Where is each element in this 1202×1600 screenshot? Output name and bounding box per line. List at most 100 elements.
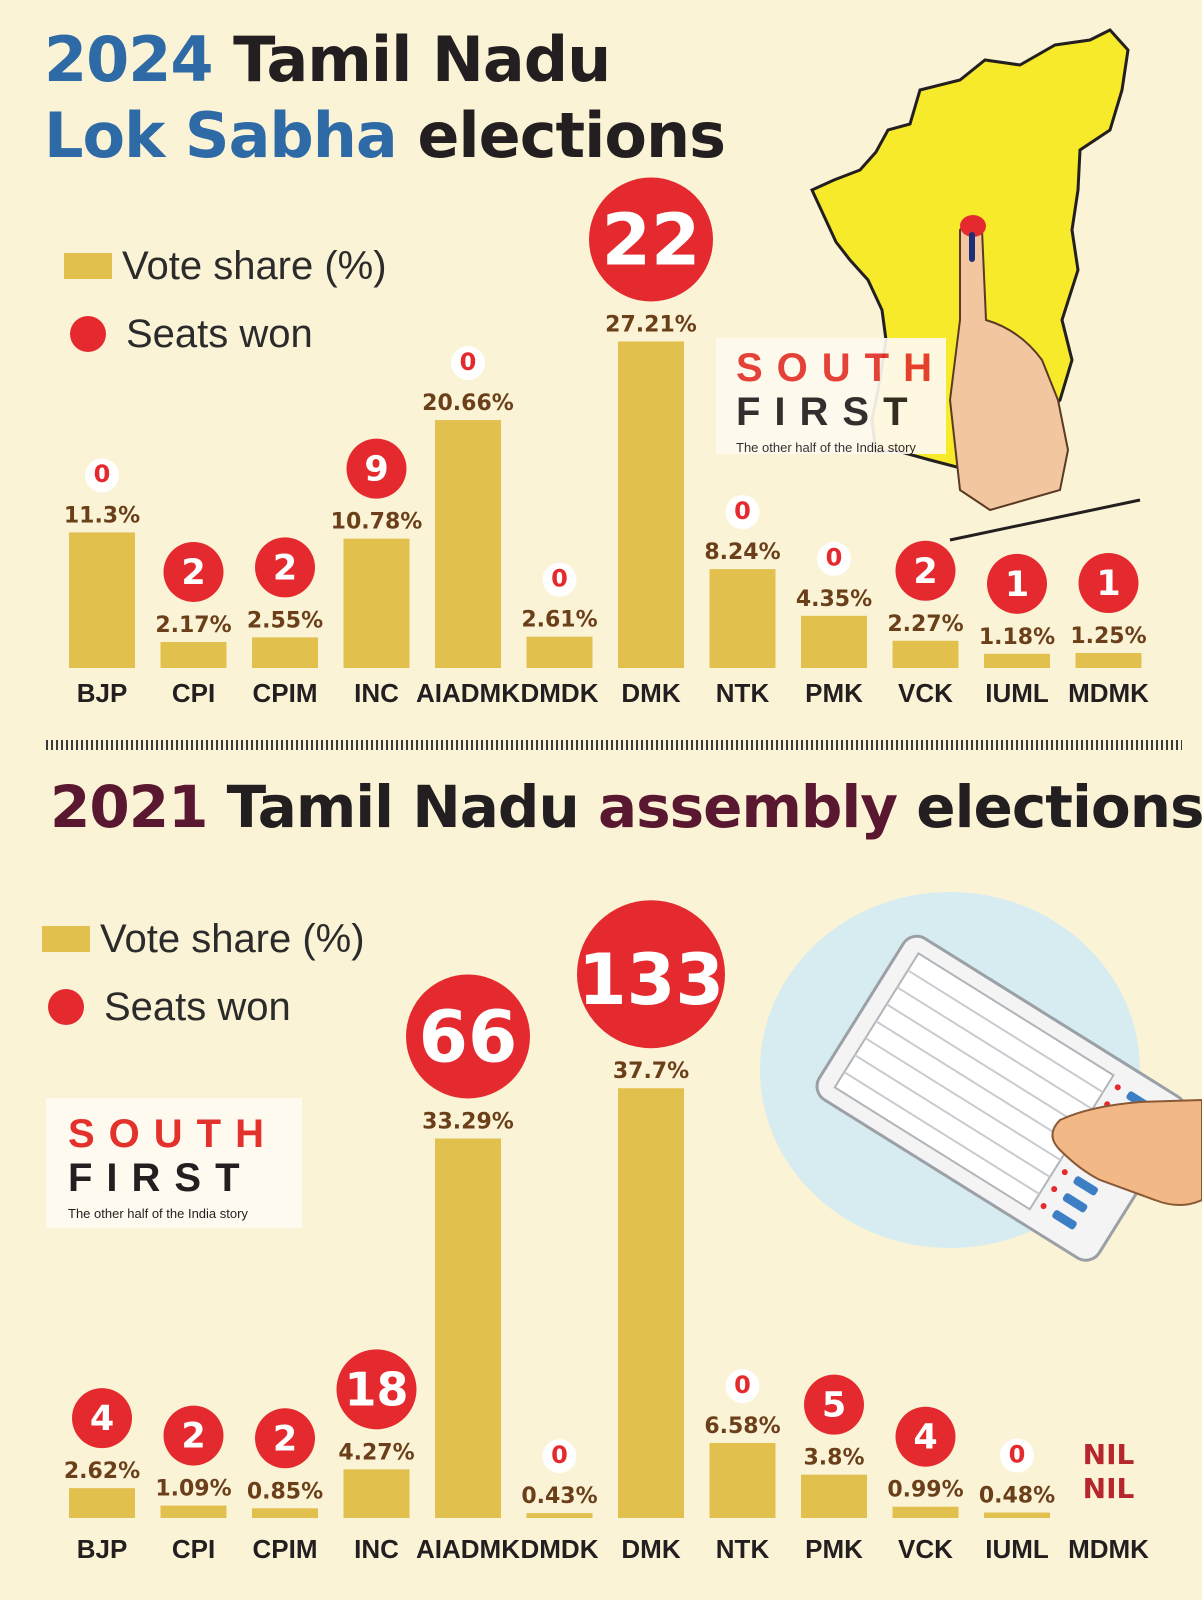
value-label: 0.48% bbox=[979, 1484, 1055, 1509]
bar bbox=[709, 1442, 776, 1518]
party-label: NTK bbox=[716, 678, 770, 708]
party-label: DMK bbox=[621, 678, 680, 708]
bar bbox=[343, 1469, 410, 1518]
party-label: IUML bbox=[985, 1534, 1049, 1564]
bar bbox=[435, 1138, 501, 1518]
bar bbox=[252, 637, 318, 668]
lok-sabha-title: 2024 Tamil Nadu Lok Sabha elections bbox=[44, 22, 726, 174]
bar bbox=[984, 1512, 1050, 1518]
value-label: 33.29% bbox=[422, 1109, 514, 1134]
logo-tagline: The other half of the India story bbox=[736, 440, 916, 455]
seat-value: 0 bbox=[94, 460, 111, 488]
seats-won-dot bbox=[48, 989, 84, 1025]
seat-circle bbox=[1000, 1438, 1034, 1473]
legend-assembly: Vote share (%) Seats won bbox=[42, 905, 365, 1041]
lok-sabha-bar-chart: BJP 11.3% 0 CPI 2.17% 2 CPIM 2.55% 2 INC 10.78% 9 AI… bbox=[64, 177, 1149, 708]
south-first-logo: SOUTH FIRST The other half of the India … bbox=[716, 338, 946, 455]
south-first-logo-2: SOUTH FIRST The other half of the India … bbox=[46, 1098, 302, 1228]
party-label: VCK bbox=[898, 1534, 953, 1564]
seat-circle bbox=[895, 540, 956, 601]
seats-won-dot bbox=[70, 316, 106, 352]
seat-circle bbox=[725, 495, 760, 530]
seat-circle bbox=[255, 1408, 315, 1469]
seat-circle bbox=[589, 177, 713, 302]
value-label: 27.21% bbox=[605, 312, 697, 337]
value-label: 6.58% bbox=[704, 1414, 780, 1439]
party-label: CPI bbox=[172, 678, 215, 708]
party-label: DMK bbox=[621, 1534, 680, 1564]
seat-value: 0 bbox=[1009, 1440, 1026, 1468]
bar bbox=[252, 1508, 318, 1518]
bar bbox=[69, 1488, 135, 1518]
lok-title-highlight: Lok Sabha bbox=[44, 99, 398, 172]
party-label: CPIM bbox=[253, 678, 318, 708]
party-label: NTK bbox=[716, 1534, 770, 1564]
seat-circle bbox=[346, 438, 407, 499]
logo-south-text: SOUTH bbox=[736, 346, 946, 390]
value-label: 20.66% bbox=[422, 391, 514, 416]
value-label: 3.8% bbox=[803, 1446, 864, 1471]
party-label: DMDK bbox=[521, 1534, 599, 1564]
seat-circle bbox=[895, 1406, 956, 1467]
seat-value: 0 bbox=[460, 348, 477, 376]
section-divider bbox=[46, 740, 1182, 750]
party-label: VCK bbox=[898, 678, 953, 708]
asm-title-end: elections bbox=[897, 773, 1202, 841]
bar bbox=[435, 420, 501, 668]
seat-circle bbox=[577, 900, 725, 1049]
party-label: AIADMK bbox=[416, 678, 520, 708]
value-label: 2.55% bbox=[247, 608, 323, 633]
seat-circle bbox=[1078, 553, 1139, 613]
value-label: 0.43% bbox=[521, 1484, 597, 1509]
bar bbox=[892, 640, 959, 668]
seat-circle bbox=[406, 974, 530, 1099]
legend-seats-won: Seats won bbox=[104, 984, 291, 1029]
bar bbox=[526, 1513, 593, 1518]
lok-title-line1: Tamil Nadu bbox=[212, 23, 611, 96]
bar bbox=[618, 1088, 684, 1518]
seat-value: 1 bbox=[1005, 565, 1029, 605]
vote-share-swatch bbox=[42, 926, 90, 952]
value-label: 11.3% bbox=[64, 503, 140, 528]
legend-seats-won: Seats won bbox=[126, 311, 313, 356]
seat-value: 2 bbox=[181, 1417, 205, 1457]
seat-value: 2 bbox=[273, 548, 297, 588]
value-label: 10.78% bbox=[331, 510, 423, 535]
party-label: CPIM bbox=[253, 1534, 318, 1564]
value-label: 2.27% bbox=[887, 612, 963, 637]
seat-value: 9 bbox=[364, 450, 388, 490]
seat-value: 18 bbox=[344, 1362, 408, 1416]
seat-value: 0 bbox=[551, 564, 568, 592]
bar bbox=[801, 1474, 867, 1518]
value-label: 4.27% bbox=[338, 1440, 414, 1465]
bar bbox=[801, 615, 867, 668]
seat-circle bbox=[163, 541, 224, 602]
seat-value: 2 bbox=[913, 552, 937, 592]
value-label: 1.18% bbox=[979, 625, 1055, 650]
party-label: INC bbox=[354, 678, 399, 708]
seat-circle bbox=[255, 537, 315, 598]
seat-value: 0 bbox=[826, 544, 843, 572]
value-label: 0.99% bbox=[887, 1478, 963, 1503]
seat-circle bbox=[542, 1439, 577, 1474]
party-label: BJP bbox=[77, 1534, 128, 1564]
party-label: CPI bbox=[172, 1534, 215, 1564]
bar bbox=[526, 636, 593, 668]
seat-value: 1 bbox=[1096, 564, 1120, 604]
bar bbox=[892, 1506, 959, 1518]
bar bbox=[69, 532, 135, 668]
asm-title-mid: Tamil Nadu bbox=[207, 773, 598, 841]
party-label: PMK bbox=[805, 1534, 863, 1564]
bar bbox=[343, 538, 410, 668]
value-label: 8.24% bbox=[704, 540, 780, 565]
bar bbox=[160, 641, 227, 668]
seat-value: 0 bbox=[734, 497, 751, 525]
value-label: 1.25% bbox=[1070, 624, 1146, 649]
value-label: NIL bbox=[1083, 1472, 1135, 1505]
value-label: 1.09% bbox=[155, 1477, 231, 1502]
seat-circle bbox=[817, 541, 851, 576]
legend-vote-share: Vote share (%) bbox=[122, 243, 387, 288]
party-label: INC bbox=[354, 1534, 399, 1564]
seat-value: 22 bbox=[602, 198, 701, 281]
